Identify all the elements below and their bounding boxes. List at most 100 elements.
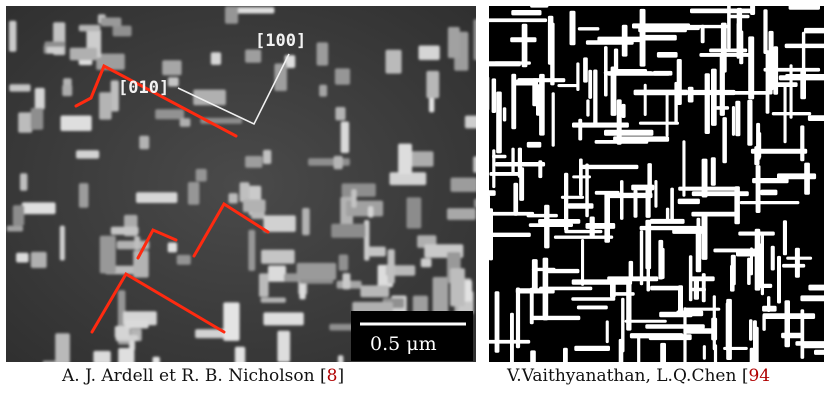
needle [763,313,816,319]
precipitate [245,50,261,63]
needle [699,53,750,57]
needle [621,104,625,118]
needle [650,286,682,291]
needle [691,212,736,217]
precipitate [334,156,343,169]
needle [585,164,589,218]
precipitate [93,351,110,362]
label-010: [010] [118,78,169,98]
precipitate [225,6,238,23]
needle [747,100,752,146]
needle [783,220,787,255]
needle [703,345,706,360]
precipitate [419,46,440,61]
needle [808,285,824,291]
needle [645,220,651,270]
caption-right-ref-link[interactable]: 94 [748,366,770,386]
needle [696,228,702,273]
needle [604,130,653,136]
needle [511,10,541,15]
needle [538,160,542,178]
precipitate [155,109,184,119]
precipitate [474,19,476,60]
needle [492,149,495,188]
precipitate [339,255,349,271]
needle [678,187,737,191]
needle [530,6,548,8]
needle [659,248,665,279]
precipitate [451,178,477,192]
precipitate [274,64,287,92]
precipitate [196,169,207,182]
precipitate [342,183,376,196]
precipitate [9,21,16,52]
needle [503,107,507,121]
caption-right: V.Vaithyanathan, L.Q.Chen [94 [507,366,770,386]
caption-left-ref-close: ] [337,366,344,386]
needle [578,119,582,141]
needle [576,62,579,91]
precipitate [450,268,465,306]
needle [552,92,555,146]
precipitate [368,206,373,217]
needle [702,273,706,302]
needle [723,347,748,350]
precipitate [261,250,295,264]
needle [489,61,521,66]
precipitate [474,199,476,208]
precipitate [168,77,179,86]
precipitate [465,116,476,129]
precipitate [55,333,70,362]
caption-left-ref-link[interactable]: 8 [327,366,338,386]
needle [539,287,592,291]
precipitate [125,320,149,329]
simulation-right [489,6,824,362]
needle [682,140,685,196]
needle [789,6,820,10]
needle [749,319,753,341]
precipitate [20,173,27,190]
needle [511,148,514,175]
needle [762,314,765,331]
scale-bar-label: 0.5 μm [370,333,437,355]
needle [489,190,496,196]
needle [614,49,618,71]
precipitate [248,230,255,271]
needle [711,318,717,341]
precipitate [31,252,47,268]
needle [581,239,584,286]
needle [772,112,811,115]
needle [593,70,597,128]
precipitate [297,263,337,280]
needle [677,59,682,105]
needle [705,73,710,134]
precipitate [229,193,238,203]
needle [637,337,640,362]
caption-left-ref-open: [ [320,366,327,386]
precipitate [16,253,29,263]
precipitate [264,215,296,232]
needle [513,183,518,216]
needle [561,196,584,199]
precipitate [113,26,132,37]
precipitate [319,85,327,97]
precipitate [360,285,389,297]
needle [785,74,824,78]
needle [571,297,615,301]
needle [621,298,624,353]
needle [728,15,750,19]
needle [554,236,613,239]
label-100: [100] [255,31,306,51]
needle [647,163,652,198]
needle [739,31,743,65]
precipitate [177,255,191,265]
precipitate [407,197,422,228]
needle [785,44,824,49]
needle [588,70,592,99]
needle [489,195,490,231]
precipitate [153,357,160,362]
needle [572,279,632,284]
precipitate [111,227,139,235]
needle [492,78,497,113]
needle [732,106,735,136]
